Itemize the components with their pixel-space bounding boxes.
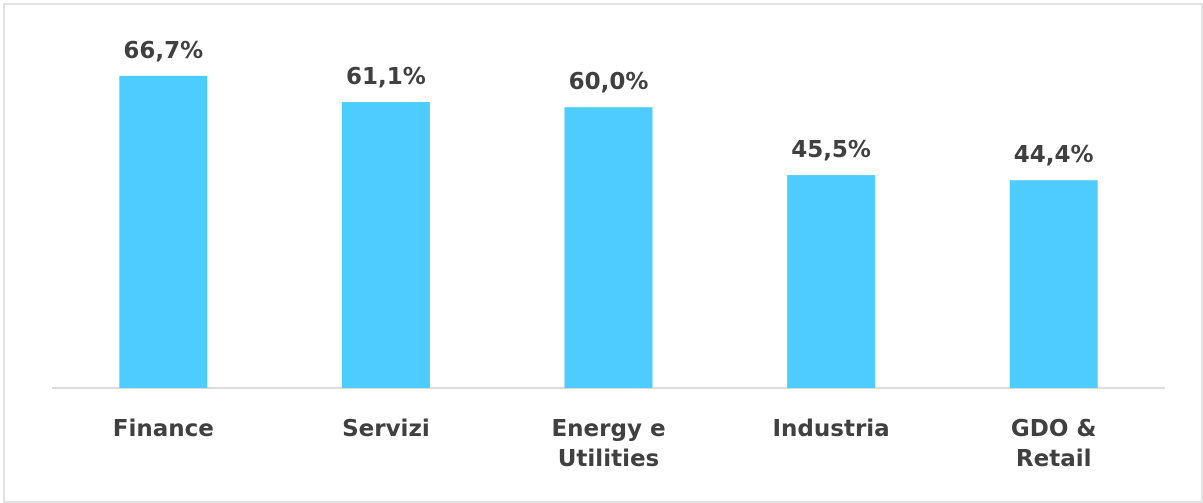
category-label: Energy e Utilities xyxy=(551,416,666,472)
value-label: 61,1% xyxy=(346,64,426,90)
category-label: Servizi xyxy=(342,416,430,442)
bar xyxy=(1009,180,1098,388)
category-label: Industria xyxy=(772,416,890,442)
bar xyxy=(341,102,430,388)
category-label: Finance xyxy=(112,416,214,442)
bar xyxy=(787,175,876,388)
value-label: 45,5% xyxy=(791,137,871,163)
value-label: 66,7% xyxy=(123,38,203,64)
bar xyxy=(564,107,653,388)
bar xyxy=(119,75,208,389)
category-label: GDO & Retail xyxy=(1010,416,1097,472)
value-label: 44,4% xyxy=(1014,142,1094,168)
chart-frame xyxy=(3,3,1203,503)
value-label: 60,0% xyxy=(569,69,649,95)
